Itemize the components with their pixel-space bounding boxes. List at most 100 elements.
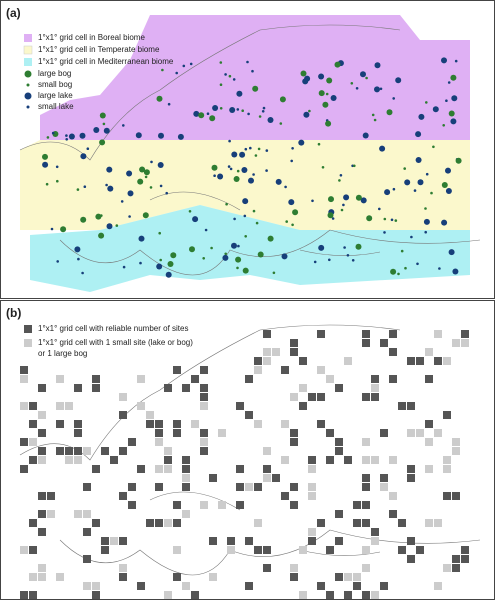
grid-cell [326, 456, 334, 464]
grid-cell [182, 483, 190, 491]
grid-cell [182, 582, 190, 590]
grid-cell [200, 384, 208, 392]
bog-site [139, 166, 146, 173]
lake-site [404, 179, 411, 186]
bog-site [209, 115, 216, 122]
lake-site [410, 235, 413, 239]
grid-cell [362, 330, 370, 338]
bog-site [241, 109, 244, 112]
lake-site [343, 194, 350, 201]
lake-site [193, 110, 200, 117]
grid-cell [407, 429, 415, 437]
grid-cell [74, 447, 82, 455]
lake-site [150, 160, 153, 164]
bog-site [279, 96, 286, 103]
lake-site [229, 167, 233, 171]
lake-site [50, 227, 54, 231]
lake-site [247, 112, 250, 116]
lake-site [213, 174, 216, 177]
grid-cell [290, 573, 298, 581]
lake-site [290, 159, 294, 163]
grid-cell [326, 429, 334, 437]
grid-cell [299, 384, 307, 392]
grid-cell [173, 573, 181, 581]
legend-label: large bog [38, 69, 71, 78]
grid-cell [344, 357, 352, 365]
grid-cell [47, 492, 55, 500]
lake-site [425, 172, 429, 176]
grid-cell [83, 510, 91, 518]
grid-cell [74, 384, 82, 392]
grid-cell [380, 339, 388, 347]
grid-cell [29, 519, 37, 527]
bog-site [255, 221, 259, 225]
grid-cell [83, 447, 91, 455]
lake-site [242, 198, 249, 205]
grid-cell [353, 573, 361, 581]
grid-cell [389, 375, 397, 383]
grid-cell [173, 429, 181, 437]
grid-cell [74, 510, 82, 518]
lake-site [86, 147, 90, 150]
grid-cell [389, 492, 397, 500]
lake-site [120, 200, 124, 203]
grid-cell [83, 555, 91, 563]
site-layer [42, 57, 462, 278]
grid-cell [416, 357, 424, 365]
grid-cell [65, 402, 73, 410]
lake-site [167, 102, 171, 106]
grid-cell [191, 375, 199, 383]
cell-layer [20, 330, 469, 599]
grid-cell [92, 582, 100, 590]
legend-swatch [24, 339, 32, 347]
grid-cell [452, 339, 460, 347]
bog-site [161, 68, 164, 72]
grid-cell [308, 537, 316, 545]
grid-cell [38, 510, 46, 518]
grid-cell [119, 393, 127, 401]
lake-site [189, 62, 193, 66]
legend-swatch [24, 34, 32, 42]
grid-cell [371, 456, 379, 464]
grid-cell [371, 393, 379, 401]
lake-site [447, 81, 451, 84]
grid-cell [74, 429, 82, 437]
lake-site [339, 174, 343, 177]
grid-cell [362, 501, 370, 509]
grid-cell [38, 429, 46, 437]
grid-cell [164, 384, 172, 392]
bog-site [99, 112, 106, 119]
lake-site [103, 127, 110, 134]
grid-cell [173, 366, 181, 374]
grid-cell [83, 528, 91, 536]
grid-cell [362, 519, 370, 527]
lake-site [302, 78, 309, 85]
grid-cell [281, 456, 289, 464]
legend-swatch [26, 83, 30, 87]
bog-site [252, 209, 256, 213]
grid-cell [92, 465, 100, 473]
grid-cell [281, 420, 289, 428]
lake-site [249, 146, 252, 150]
bog-site [292, 209, 299, 216]
bog-site [219, 107, 223, 110]
panel-label: (a) [6, 6, 21, 20]
lake-site [165, 271, 172, 278]
legend-swatch [26, 105, 30, 109]
grid-cell [452, 438, 460, 446]
bog-site [99, 139, 106, 146]
grid-cell [272, 348, 280, 356]
lake-site [227, 165, 231, 168]
bog-site [383, 217, 387, 221]
lake-site [212, 105, 219, 111]
lake-site [251, 69, 254, 73]
bog-site [321, 166, 325, 169]
bog-site [144, 175, 148, 179]
grid-cell [92, 591, 100, 599]
grid-cell [326, 375, 334, 383]
legend-label: small lake [38, 102, 74, 111]
lake-site [159, 184, 163, 188]
mediterranean-area [30, 205, 470, 292]
bog-site [285, 220, 289, 223]
